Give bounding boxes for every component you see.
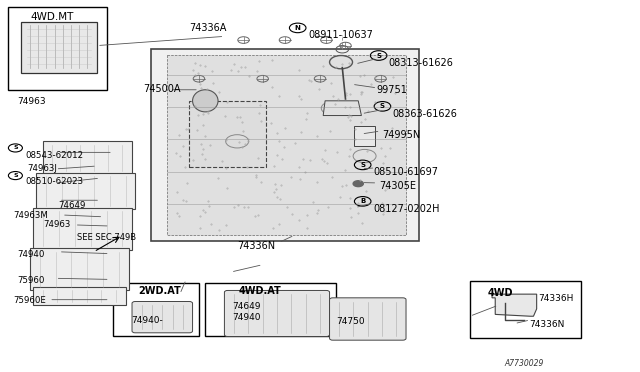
FancyBboxPatch shape [8, 7, 106, 90]
Text: 74963J: 74963J [27, 164, 57, 173]
Text: 08313-61626: 08313-61626 [389, 58, 454, 68]
Text: 74336N: 74336N [529, 320, 564, 329]
Text: A7730029: A7730029 [505, 359, 544, 368]
Text: 08363-61626: 08363-61626 [393, 109, 458, 119]
FancyBboxPatch shape [20, 22, 97, 73]
Text: 4WD.AT: 4WD.AT [239, 286, 281, 296]
FancyBboxPatch shape [205, 283, 336, 337]
Text: N: N [295, 25, 301, 31]
FancyBboxPatch shape [33, 287, 125, 305]
Text: 74336N: 74336N [237, 241, 275, 251]
Text: 74995N: 74995N [383, 129, 420, 140]
Polygon shape [492, 294, 537, 316]
FancyBboxPatch shape [43, 141, 132, 174]
Text: S: S [376, 52, 381, 58]
FancyBboxPatch shape [132, 302, 193, 333]
Text: B: B [360, 198, 365, 204]
Text: S: S [13, 173, 18, 178]
FancyBboxPatch shape [30, 248, 129, 291]
FancyBboxPatch shape [330, 298, 406, 340]
Text: S: S [380, 103, 385, 109]
Polygon shape [323, 101, 362, 116]
Text: 74963: 74963 [17, 97, 46, 106]
Text: 74336A: 74336A [189, 23, 227, 33]
Text: 74649: 74649 [59, 201, 86, 210]
FancyBboxPatch shape [189, 101, 266, 167]
Text: 4WD.MT: 4WD.MT [30, 12, 74, 22]
Polygon shape [167, 55, 406, 235]
Text: 75960: 75960 [17, 276, 45, 285]
Circle shape [353, 181, 364, 187]
Text: S: S [360, 162, 365, 168]
FancyBboxPatch shape [225, 291, 330, 337]
Text: 08510-61697: 08510-61697 [373, 167, 438, 177]
Text: 74963: 74963 [43, 220, 70, 229]
Text: 74940-: 74940- [131, 316, 163, 325]
FancyBboxPatch shape [33, 208, 132, 250]
Text: 99751: 99751 [376, 85, 407, 95]
FancyBboxPatch shape [113, 283, 199, 337]
Text: 74963M: 74963M [13, 211, 48, 219]
Ellipse shape [333, 103, 358, 113]
Text: SEE SEC.749B: SEE SEC.749B [77, 233, 136, 243]
Text: 74500A: 74500A [143, 84, 180, 94]
Text: 74940: 74940 [232, 312, 260, 321]
Text: 4WD: 4WD [488, 288, 513, 298]
Text: 74940: 74940 [17, 250, 45, 259]
Text: 74305E: 74305E [380, 182, 416, 192]
Text: 08543-62012: 08543-62012 [26, 151, 84, 160]
Text: S: S [13, 145, 18, 150]
Ellipse shape [193, 90, 218, 112]
FancyBboxPatch shape [36, 173, 135, 209]
Text: 74336H: 74336H [539, 294, 574, 303]
Text: 2WD.AT: 2WD.AT [138, 286, 181, 296]
FancyBboxPatch shape [470, 281, 581, 338]
Text: 08127-0202H: 08127-0202H [373, 204, 440, 214]
FancyBboxPatch shape [354, 126, 376, 146]
Text: 74750: 74750 [336, 317, 365, 326]
Text: 74649: 74649 [232, 302, 260, 311]
Text: 75960E: 75960E [13, 296, 45, 305]
Text: 08510-62023: 08510-62023 [26, 177, 84, 186]
Text: 08911-10637: 08911-10637 [308, 31, 373, 41]
Polygon shape [151, 49, 419, 241]
